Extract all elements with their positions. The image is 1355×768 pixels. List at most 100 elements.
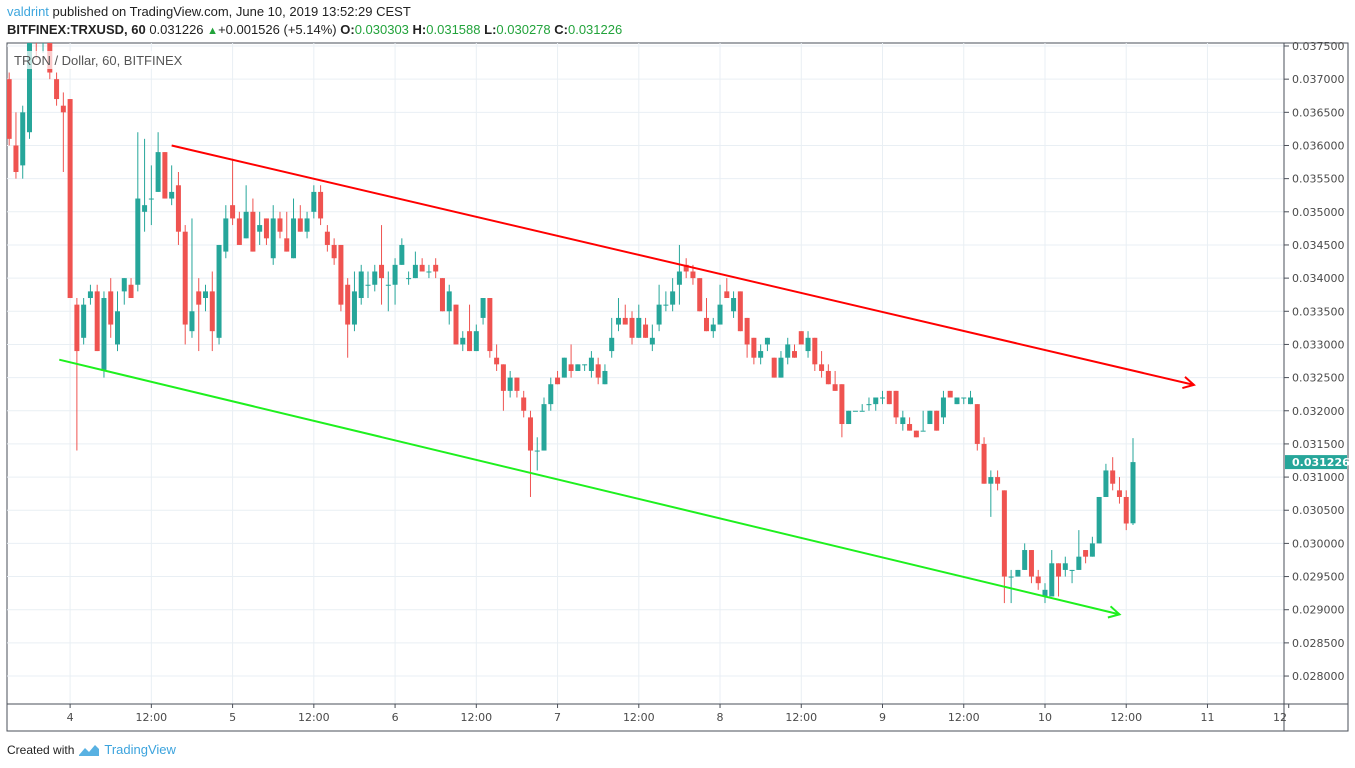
upper-trendline[interactable] xyxy=(171,144,1196,390)
time-axis[interactable]: 4 12:00 5 12:00 6 12:00 7 12:00 8 12:00 9 12:00 10 12… xyxy=(67,704,1290,724)
candle xyxy=(934,410,940,431)
candle xyxy=(852,410,858,412)
candle-body xyxy=(331,244,337,259)
candle xyxy=(968,390,974,405)
candle xyxy=(439,278,445,312)
candle xyxy=(866,397,872,411)
candle-body xyxy=(439,278,445,312)
candle-body xyxy=(805,337,811,352)
candle-body xyxy=(406,278,412,280)
candle-body xyxy=(852,410,858,412)
candle xyxy=(243,185,249,239)
time-tick-label: 11 xyxy=(1200,711,1214,724)
candle xyxy=(514,377,520,398)
candle-body xyxy=(230,205,236,219)
candle xyxy=(873,397,879,411)
symbol: BITFINEX:TRXUSD, 60 xyxy=(7,22,146,37)
arrow-head-icon xyxy=(1182,376,1196,390)
candle-body xyxy=(494,357,500,365)
candle-body xyxy=(94,291,100,352)
candle xyxy=(480,298,486,325)
candle xyxy=(717,284,723,325)
trendlines[interactable] xyxy=(59,144,1196,619)
candle-body xyxy=(913,430,919,438)
candle xyxy=(859,404,865,412)
candle xyxy=(663,291,669,312)
candle-body xyxy=(859,410,865,412)
username-link[interactable]: valdrint xyxy=(7,4,49,19)
publish-info: valdrint published on TradingView.com, J… xyxy=(7,4,411,19)
candle-body xyxy=(399,244,405,265)
candle xyxy=(379,225,385,305)
candle xyxy=(649,324,655,352)
tradingview-brand-link[interactable]: TradingView xyxy=(104,742,176,757)
candle-body xyxy=(26,43,32,133)
candle-body xyxy=(243,211,249,239)
candle-body xyxy=(182,231,188,325)
trendline-segment[interactable] xyxy=(171,144,1195,386)
candle xyxy=(297,205,303,232)
candle-body xyxy=(710,324,716,332)
candle xyxy=(1083,550,1089,564)
candle-body xyxy=(615,317,621,325)
candle xyxy=(656,284,662,332)
candle-body xyxy=(311,191,317,212)
price-tick-label: 0.030000 xyxy=(1292,537,1345,550)
candle-body xyxy=(1123,496,1129,524)
candle-body xyxy=(1035,576,1041,584)
candle xyxy=(676,244,682,305)
candle xyxy=(345,278,351,358)
candle-body xyxy=(304,218,310,232)
candle xyxy=(358,264,364,305)
candle-body xyxy=(338,244,344,305)
lower-trendline[interactable] xyxy=(59,358,1122,619)
candle-body xyxy=(433,264,439,272)
time-tick-label: 12:00 xyxy=(298,711,330,724)
candle-body xyxy=(703,317,709,332)
grid xyxy=(7,43,1284,704)
trendline-segment[interactable] xyxy=(59,358,1120,616)
candle xyxy=(1116,477,1122,504)
candle xyxy=(318,185,324,226)
candle xyxy=(460,331,466,352)
time-tick-label: 10 xyxy=(1038,711,1052,724)
candle xyxy=(703,298,709,332)
price-axis[interactable]: 0.028000 0.028500 0.029000 0.029500 0.030000… xyxy=(1284,40,1345,683)
triangle-up-icon: ▲ xyxy=(207,25,219,37)
candle xyxy=(940,390,946,425)
candle-body xyxy=(947,390,953,398)
candle-body xyxy=(1049,563,1055,597)
candle-body xyxy=(514,377,520,391)
candle-body xyxy=(385,284,391,286)
candle-body xyxy=(196,291,202,305)
candle-body xyxy=(446,291,452,312)
price-tick-label: 0.031500 xyxy=(1292,438,1345,451)
candle xyxy=(588,351,594,378)
candle-body xyxy=(873,397,879,405)
candle-body xyxy=(1062,563,1068,570)
current-price-bg xyxy=(1285,455,1347,470)
price-tick-label: 0.033500 xyxy=(1292,305,1345,318)
candle-body xyxy=(927,410,933,425)
high-value: 0.031588 xyxy=(426,22,481,37)
candle-body xyxy=(582,364,588,366)
candle-body xyxy=(595,364,601,378)
candle-body xyxy=(649,337,655,345)
time-tick-label: 12 xyxy=(1273,711,1287,724)
time-tick-label: 12:00 xyxy=(948,711,980,724)
candle xyxy=(487,298,493,358)
candle-body xyxy=(798,331,804,345)
candle-body xyxy=(175,185,181,232)
candle-body xyxy=(636,317,642,338)
candlestick-chart[interactable]: 0.028000 0.028500 0.029000 0.029500 0.030000… xyxy=(0,0,1355,740)
candle xyxy=(582,364,588,371)
candle-body xyxy=(846,410,852,425)
candle-body xyxy=(162,152,168,199)
candle-body xyxy=(128,284,134,299)
candle-body xyxy=(731,298,737,312)
candle-body xyxy=(460,337,466,345)
candle-body xyxy=(121,278,127,292)
candle xyxy=(561,357,567,378)
candle xyxy=(26,43,32,139)
price-change: +0.001526 (+5.14%) xyxy=(218,22,337,37)
